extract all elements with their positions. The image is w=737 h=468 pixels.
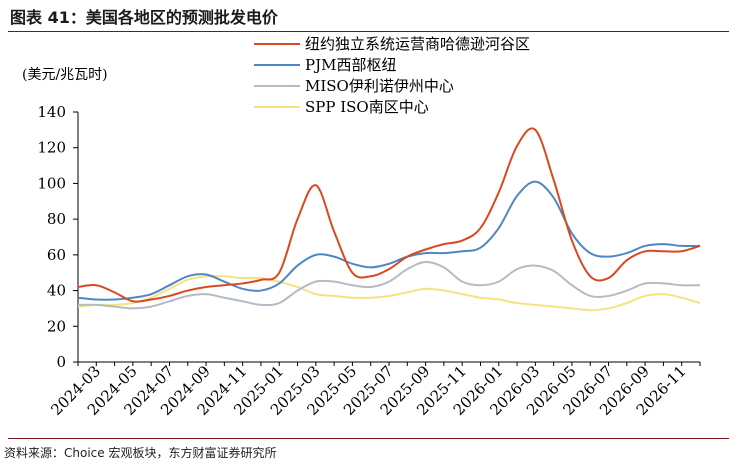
legend-entry: SPP ISO南区中心 (305, 98, 429, 116)
series-line (77, 260, 701, 310)
y-tick-label: 60 (47, 246, 66, 264)
chart-series (77, 127, 701, 312)
legend-entry: MISO伊利诺伊州中心 (305, 77, 454, 95)
series-line (77, 127, 701, 303)
series-line (77, 274, 701, 312)
chart-legend: 纽约独立系统运营商哈德逊河谷区 PJM西部枢纽 MISO伊利诺伊州中心 SPP ISO… (254, 35, 530, 116)
chart-axes: 0204060801001201402024-032024-052024-072… (37, 103, 701, 419)
y-tick-label: 80 (47, 210, 66, 228)
y-axis-unit-label: (美元/兆瓦时) (22, 67, 108, 83)
y-tick-label: 140 (37, 103, 66, 121)
y-tick-label: 0 (56, 353, 66, 371)
source-note: 资料来源：Choice 宏观板块，东方财富证券研究所 (4, 446, 277, 460)
series-line (77, 180, 701, 301)
legend-entry: PJM西部枢纽 (305, 56, 396, 74)
title-bar: 图表 41：美国各地区的预测批发电价 (8, 0, 729, 32)
y-tick-label: 40 (47, 282, 66, 300)
y-tick-label: 120 (37, 139, 66, 157)
y-tick-label: 20 (47, 317, 66, 335)
chart-title: 图表 41：美国各地区的预测批发电价 (10, 8, 278, 27)
footer-rule (8, 438, 729, 439)
y-tick-label: 100 (37, 174, 66, 192)
legend-entry: 纽约独立系统运营商哈德逊河谷区 (305, 35, 530, 53)
